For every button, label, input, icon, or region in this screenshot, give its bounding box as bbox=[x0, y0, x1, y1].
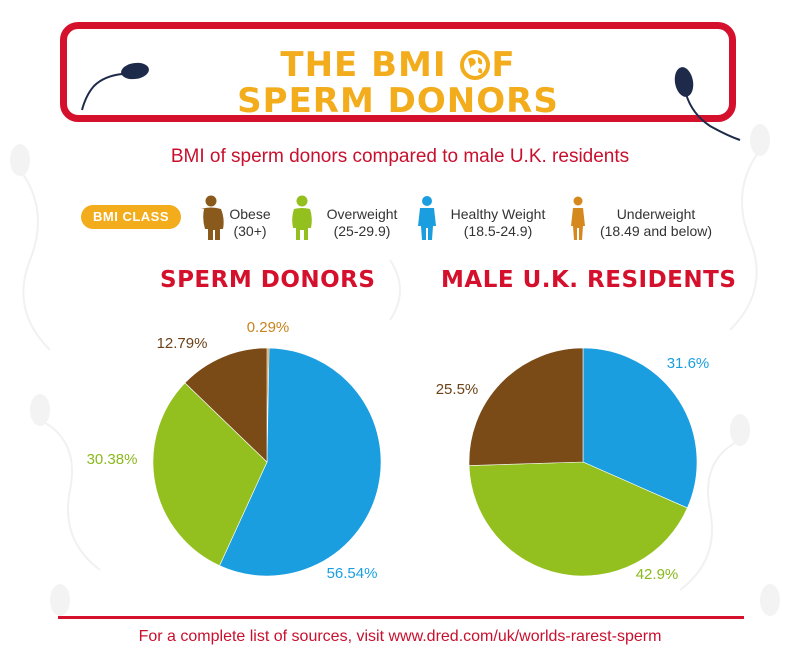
globe-icon bbox=[460, 50, 491, 80]
pie-slice-healthy-weight bbox=[219, 347, 382, 577]
person-overweight-icon bbox=[292, 195, 312, 240]
footer-sources: For a complete list of sources, visit ww… bbox=[138, 628, 662, 645]
title-line-1: THE BMI F bbox=[67, 45, 729, 85]
legend-label-healthy: Healthy Weight bbox=[450, 206, 546, 222]
pie-slice-obese bbox=[468, 347, 584, 466]
person-obese-icon bbox=[201, 195, 224, 240]
pie-label-healthy-weight: 31.6% bbox=[667, 355, 710, 372]
person-healthy-icon bbox=[418, 196, 436, 240]
legend-range-obese: (30+) bbox=[233, 223, 267, 239]
pie-label-overweight: 42.9% bbox=[636, 566, 679, 583]
chart-title-sperm-donors: SPERM DONORS bbox=[160, 267, 376, 293]
pie-slice-obese bbox=[184, 347, 268, 463]
footer-divider bbox=[58, 616, 744, 619]
pie-slice-healthy-weight bbox=[582, 347, 698, 509]
bmi-legend: BMI CLASS Obese (30+) Overweight (25-29.… bbox=[0, 195, 800, 245]
legend-item-healthy: Healthy Weight (18.5-24.9) bbox=[439, 206, 557, 240]
title-line-2: SPERM DONORS bbox=[237, 81, 559, 121]
bmi-class-badge: BMI CLASS bbox=[81, 205, 181, 229]
person-underweight-icon bbox=[571, 196, 585, 240]
pie-label-obese: 25.5% bbox=[436, 381, 479, 398]
legend-range-overweight: (25-29.9) bbox=[333, 223, 391, 239]
legend-item-underweight: Underweight (18.49 and below) bbox=[588, 206, 724, 240]
chart-title-uk-residents: MALE U.K. RESIDENTS bbox=[441, 267, 737, 293]
title-text-a: THE BMI bbox=[280, 45, 460, 85]
pie-label-healthy-weight: 56.54% bbox=[327, 565, 378, 582]
pie-label-overweight: 30.38% bbox=[87, 451, 138, 468]
legend-label-obese: Obese bbox=[229, 206, 271, 222]
legend-item-obese: Obese (30+) bbox=[222, 206, 278, 240]
pie-label-underweight: 0.29% bbox=[247, 319, 290, 336]
pie-slice-overweight bbox=[152, 382, 268, 567]
pie-slice-overweight bbox=[468, 461, 688, 577]
legend-range-underweight: (18.49 and below) bbox=[599, 223, 713, 239]
subtitle: BMI of sperm donors compared to male U.K… bbox=[170, 146, 630, 167]
legend-label-overweight: Overweight bbox=[326, 206, 398, 222]
sperm-left-icon bbox=[81, 62, 149, 111]
title-banner: THE BMI F SPERM DONORS bbox=[60, 22, 736, 122]
title-text-b: F bbox=[491, 45, 516, 85]
pie-label-obese: 12.79% bbox=[157, 335, 208, 352]
legend-range-healthy: (18.5-24.9) bbox=[463, 223, 533, 239]
legend-label-underweight: Underweight bbox=[616, 206, 696, 222]
legend-item-overweight: Overweight (25-29.9) bbox=[316, 206, 408, 240]
sperm-right-icon bbox=[674, 67, 741, 141]
